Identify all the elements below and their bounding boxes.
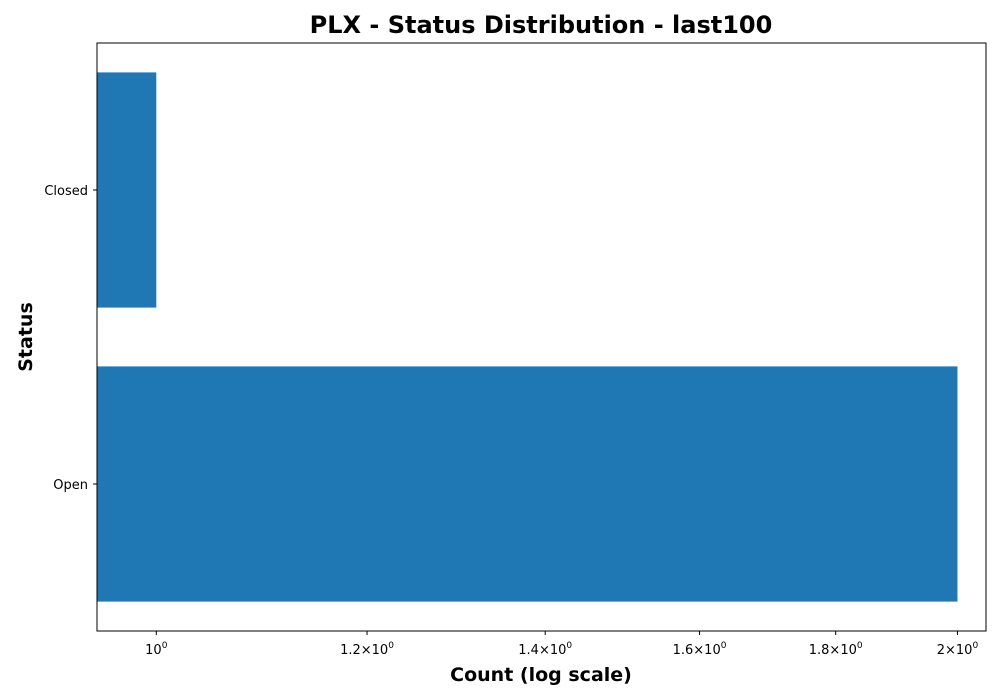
x-tick-label: 1.8×100 [809, 641, 863, 658]
x-tick-label: 1.2×100 [340, 641, 394, 658]
x-tick-label: 1.6×100 [673, 641, 727, 658]
x-tick-label: 1.4×100 [518, 641, 572, 658]
y-axis-title: Status [15, 302, 37, 372]
x-axis-title: Count (log scale) [450, 664, 632, 686]
y-tick-label: Open [53, 478, 88, 493]
bars-group [97, 72, 958, 602]
bar-open [97, 366, 958, 602]
chart-title: PLX - Status Distribution - last100 [310, 11, 773, 39]
y-tick-label: Closed [44, 184, 88, 199]
x-tick-label: 2×100 [937, 641, 979, 658]
x-ticks-group: 100 1.2×100 1.4×100 1.6×100 1.8×100 2×100 [145, 631, 978, 658]
bar-closed [97, 72, 157, 308]
plot-frame [96, 42, 987, 632]
x-tick-label: 100 [145, 641, 168, 658]
y-ticks-group: Closed Open [44, 184, 97, 493]
